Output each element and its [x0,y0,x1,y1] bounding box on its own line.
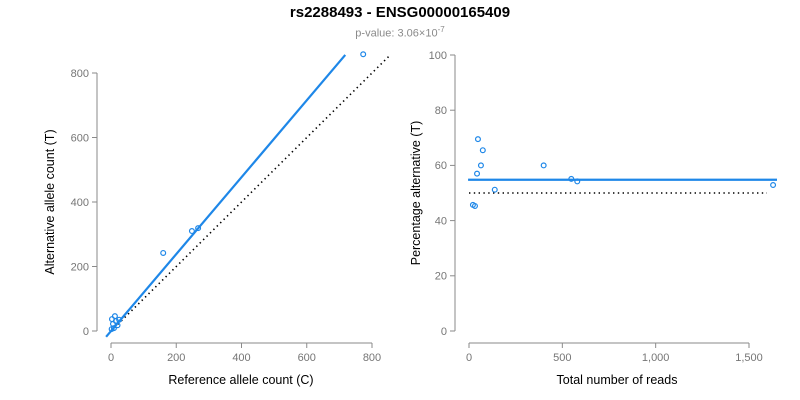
y-tick-label: 400 [71,197,89,209]
right-plot-percentage: 0 20 40 60 80 100 0 500 1,000 1,500 Total number o… [409,50,777,387]
data-point [114,322,121,329]
y-tick-label: 600 [71,132,89,144]
data-point [770,181,777,188]
data-point [540,162,547,169]
data-point [477,162,484,169]
y-tick-label: 200 [71,261,89,273]
x-axis-title: Reference allele count (C) [168,373,313,387]
data-point [195,225,202,232]
data-point [188,228,195,235]
y-tick-label: 0 [83,326,89,338]
reference-dotted-line [110,55,390,332]
pvalue-text: p-value: 3.06×10 [355,27,438,40]
left-plot-allele-counts: 0 200 400 600 800 0 200 400 600 800 Reference alle… [43,51,390,387]
data-point [110,325,117,332]
y-axis-title: Alternative allele count (T) [43,129,57,274]
data-point [160,249,167,256]
x-tick-label: 600 [298,352,316,364]
y-tick-label: 60 [435,160,447,172]
x-tick-label: 1,000 [642,352,670,364]
data-point [116,316,123,323]
data-point [471,202,478,209]
x-tick-label: 800 [363,352,381,364]
data-point [111,313,118,320]
y-tick-label: 100 [429,50,447,62]
fit-line [105,54,347,338]
x-tick-label: 1,500 [735,352,763,364]
y-tick-label: 40 [435,215,447,227]
data-point [479,147,486,154]
y-axis-title: Percentage alternative (T) [409,121,423,266]
x-tick-label: 400 [232,352,250,364]
x-tick-label: 200 [167,352,185,364]
data-point [568,175,575,182]
data-point [574,178,581,185]
y-tick-label: 80 [435,105,447,117]
x-tick-label: 500 [553,352,571,364]
data-point [491,186,498,193]
y-tick-label: 800 [71,68,89,80]
figure-title: rs2288493 - ENSG00000165409 [289,4,511,21]
y-tick-label: 0 [441,326,447,338]
x-tick-label: 0 [108,352,114,364]
x-tick-label: 0 [466,352,472,364]
data-point [474,136,481,143]
data-point [360,51,367,58]
y-tick-label: 20 [435,271,447,283]
x-axis-title: Total number of reads [557,373,678,387]
data-point [474,170,481,177]
figure-subtitle: p-value: 3.06×10-7 [0,23,800,41]
pvalue-exponent: -7 [437,25,445,34]
